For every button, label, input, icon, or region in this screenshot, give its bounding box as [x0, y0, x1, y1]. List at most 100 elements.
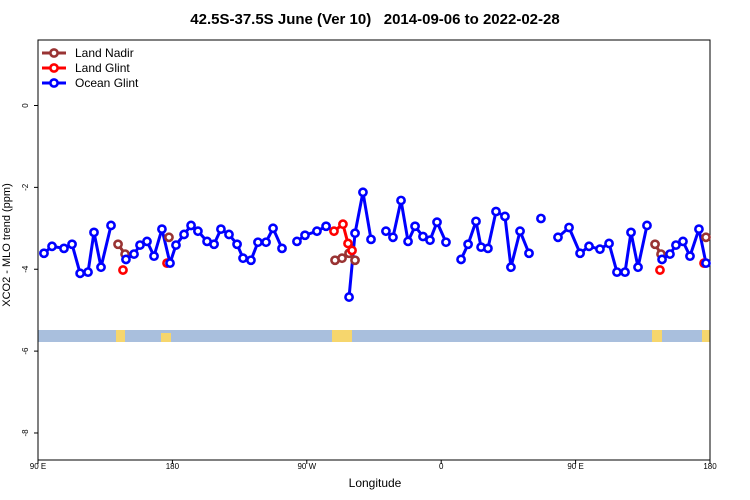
data-point	[83, 267, 93, 278]
data-point	[135, 240, 145, 250]
y-axis-label: XCO2 - MLO trend (ppm)	[1, 183, 13, 306]
legend-marker	[49, 63, 59, 73]
data-point	[157, 224, 167, 235]
data-point	[347, 245, 357, 256]
data-point	[106, 220, 116, 231]
data-point	[277, 243, 287, 254]
data-point	[441, 237, 451, 248]
data-point	[701, 232, 711, 243]
data-point	[39, 248, 49, 259]
data-point	[678, 236, 688, 247]
data-point	[75, 268, 86, 279]
data-point	[350, 255, 360, 266]
data-point	[96, 262, 106, 273]
x-tick-label: 180	[703, 462, 717, 471]
data-point	[642, 220, 652, 231]
x-tick-label: 90 E	[567, 462, 583, 471]
data-point	[329, 226, 339, 237]
data-point	[300, 230, 310, 241]
x-tick-label: 180	[166, 462, 180, 471]
land-patch	[332, 330, 352, 342]
x-tick-label: 0	[439, 462, 444, 471]
y-tick-label: -6	[21, 347, 30, 355]
data-point	[186, 220, 196, 231]
data-point	[343, 238, 353, 249]
data-point	[432, 217, 442, 228]
legend-label: Ocean Glint	[75, 76, 139, 90]
ocean-strip	[38, 330, 710, 342]
data-point	[312, 226, 322, 237]
data-point	[246, 255, 256, 266]
data-point	[633, 262, 643, 273]
legend-marker	[49, 78, 59, 88]
data-point	[232, 239, 242, 250]
data-point	[701, 258, 711, 268]
data-point	[337, 253, 347, 264]
data-point	[584, 241, 594, 252]
data-point	[344, 292, 354, 302]
data-point	[536, 213, 546, 224]
data-point	[500, 211, 510, 222]
chart-title: 42.5S-37.5S June (Ver 10) 2014-09-06 to …	[190, 11, 559, 28]
land-patch	[161, 333, 171, 342]
data-point	[118, 265, 128, 275]
data-point	[665, 249, 675, 259]
data-point	[381, 226, 391, 237]
x-tick-label: 90 W	[297, 462, 316, 471]
data-point	[396, 195, 406, 206]
x-axis-label: Longitude	[349, 476, 402, 490]
data-point	[403, 236, 413, 247]
data-point	[612, 267, 622, 278]
data-point	[224, 229, 234, 240]
y-tick-label: -2	[21, 183, 30, 191]
legend-label: Land Nadir	[75, 46, 134, 60]
data-point	[113, 239, 123, 250]
data-point	[338, 219, 348, 230]
data-point	[209, 239, 219, 250]
data-point	[149, 251, 159, 262]
y-tick-label: -8	[21, 429, 30, 437]
data-point	[685, 251, 695, 262]
data-point	[142, 236, 152, 247]
data-point	[657, 254, 667, 265]
data-point	[471, 216, 481, 227]
data-point	[456, 254, 466, 265]
data-point	[575, 248, 585, 259]
data-point	[238, 253, 248, 264]
data-point	[694, 224, 704, 235]
data-point	[620, 267, 630, 278]
data-point	[491, 206, 501, 217]
data-point	[418, 231, 428, 242]
x-tick-label: 90 E	[30, 462, 46, 471]
plot-frame	[37, 39, 711, 461]
data-point	[59, 243, 69, 254]
land-patch	[652, 330, 662, 342]
data-point	[655, 265, 665, 275]
y-tick-label: -4	[21, 265, 30, 273]
data-point	[506, 262, 516, 273]
data-point	[165, 258, 175, 268]
land-patch	[116, 330, 125, 342]
data-point	[626, 227, 636, 238]
data-point	[121, 254, 131, 265]
data-point	[67, 239, 77, 250]
data-point	[268, 223, 278, 234]
data-point	[216, 224, 226, 235]
land-mask	[38, 330, 710, 342]
data-point	[671, 240, 681, 250]
data-point	[47, 241, 57, 252]
data-point	[463, 239, 473, 250]
data-point	[193, 226, 203, 237]
data-point	[425, 235, 435, 246]
y-tick-label: 0	[21, 103, 30, 108]
data-point	[483, 243, 493, 254]
data-point	[261, 237, 271, 248]
data-point	[321, 221, 331, 232]
data-point	[650, 239, 660, 250]
data-point	[89, 227, 99, 238]
data-point	[595, 244, 605, 255]
data-point	[350, 228, 360, 239]
data-point	[179, 229, 189, 240]
data-point	[171, 240, 181, 250]
